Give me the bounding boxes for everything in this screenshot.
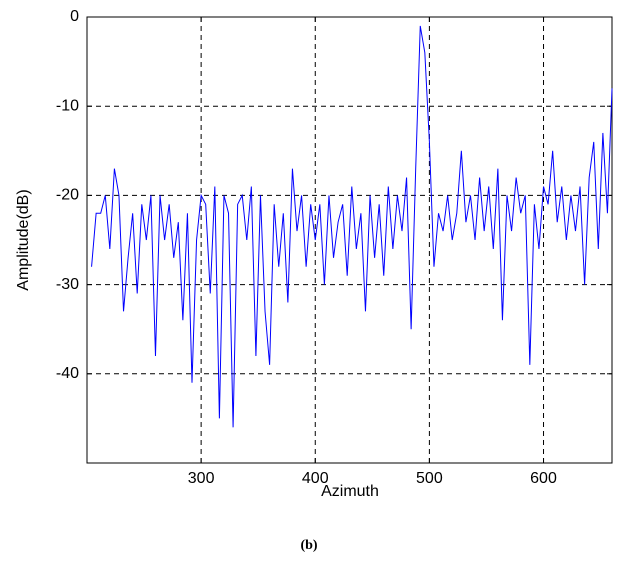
x-tick-label: 500 xyxy=(416,470,443,487)
y-axis-label: Amplitude(dB) xyxy=(15,189,32,290)
x-tick-label: 600 xyxy=(530,470,557,487)
data-line xyxy=(91,25,613,428)
x-tick-label: 300 xyxy=(188,470,215,487)
plot-frame xyxy=(86,16,613,464)
y-tick-label: -30 xyxy=(56,276,79,293)
y-tick-label: -40 xyxy=(56,365,79,382)
y-tick-label: 0 xyxy=(70,8,79,25)
x-axis-label: Azimuth xyxy=(321,483,379,500)
y-tick-label: -10 xyxy=(56,97,79,114)
x-tick-label: 400 xyxy=(302,470,329,487)
y-tick-label: -20 xyxy=(56,187,79,204)
caption: (b) xyxy=(300,538,317,553)
